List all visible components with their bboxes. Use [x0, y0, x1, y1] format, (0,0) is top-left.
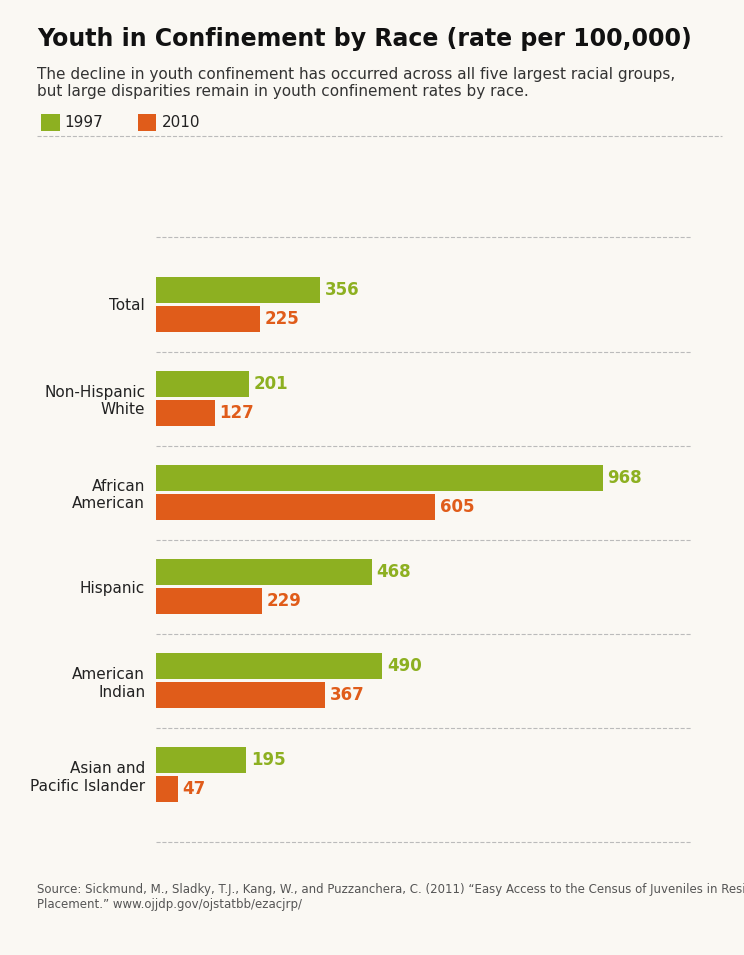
Text: Youth in Confinement by Race (rate per 100,000): Youth in Confinement by Race (rate per 1…	[37, 27, 692, 51]
Text: 1997: 1997	[65, 115, 103, 130]
Bar	[156, 588, 262, 614]
Text: Source: Sickmund, M., Sladky, T.J., Kang, W., and Puzzanchera, C. (2011) “Easy A: Source: Sickmund, M., Sladky, T.J., Kang…	[37, 883, 744, 911]
Bar	[156, 400, 215, 426]
Bar	[156, 371, 249, 397]
Bar	[156, 559, 372, 585]
Bar	[156, 306, 260, 332]
Bar	[156, 494, 435, 520]
Bar	[156, 682, 325, 709]
Bar	[156, 277, 321, 303]
Bar	[156, 465, 603, 491]
Bar	[156, 653, 382, 679]
Text: 356: 356	[325, 281, 359, 299]
Text: 367: 367	[330, 686, 365, 704]
Bar	[156, 776, 178, 802]
Text: 127: 127	[219, 404, 254, 422]
Text: but large disparities remain in youth confinement rates by race.: but large disparities remain in youth co…	[37, 84, 529, 99]
Bar	[156, 747, 246, 774]
Text: 2010: 2010	[161, 115, 200, 130]
Text: 490: 490	[387, 657, 422, 675]
Text: 225: 225	[265, 310, 299, 328]
Text: 229: 229	[266, 592, 301, 610]
Text: 468: 468	[376, 563, 411, 581]
Text: The decline in youth confinement has occurred across all five largest racial gro: The decline in youth confinement has occ…	[37, 67, 676, 82]
Text: 201: 201	[254, 375, 288, 393]
Text: 195: 195	[251, 752, 286, 769]
Text: 605: 605	[440, 499, 475, 516]
Text: 968: 968	[607, 469, 642, 487]
Text: 47: 47	[182, 780, 206, 798]
